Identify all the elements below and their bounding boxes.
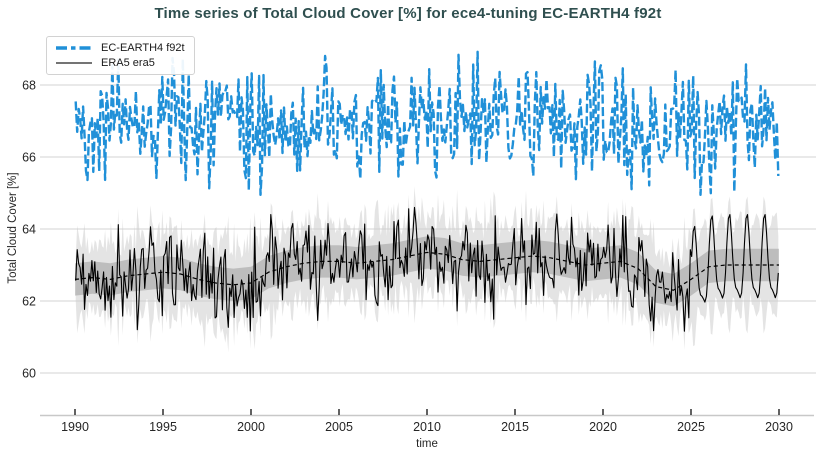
y-tick-label: 62 [22, 295, 36, 309]
era5-running-mean-line [74, 251, 779, 291]
era5-monthly-line [75, 206, 779, 332]
x-tick-label: 2010 [413, 420, 441, 434]
y-tick-label: 60 [22, 367, 36, 381]
legend-label: ERA5 era5 [101, 57, 155, 69]
x-tick-label: 1990 [61, 420, 89, 434]
legend-dashed-line-icon [56, 46, 92, 50]
legend-entry-era5: ERA5 era5 [55, 57, 185, 69]
y-axis-label: Total Cloud Cover [%] [7, 172, 19, 284]
y-tick-label: 64 [22, 223, 36, 237]
x-tick-label: 1995 [149, 420, 177, 434]
outer-uncertainty-band [75, 186, 779, 353]
x-tick-label: 2025 [677, 420, 705, 434]
legend-label: EC-EARTH4 f92t [101, 42, 185, 54]
chart-title: Time series of Total Cloud Cover [%] for… [154, 5, 662, 22]
x-axis-label: time [416, 438, 438, 450]
x-tick-label: 2005 [325, 420, 353, 434]
ec-earth4-line [74, 50, 780, 197]
y-tick-label: 66 [22, 151, 36, 165]
y-tick-label: 68 [22, 79, 36, 93]
x-tick-label: 2000 [237, 420, 265, 434]
x-tick-label: 2020 [589, 420, 617, 434]
legend-entry-ec-earth4: EC-EARTH4 f92t [55, 42, 185, 54]
legend-solid-line-icon [56, 62, 92, 64]
x-tick-label: 2030 [765, 420, 793, 434]
legend: EC-EARTH4 f92t ERA5 era5 [46, 36, 195, 75]
x-tick-label: 2015 [501, 420, 529, 434]
